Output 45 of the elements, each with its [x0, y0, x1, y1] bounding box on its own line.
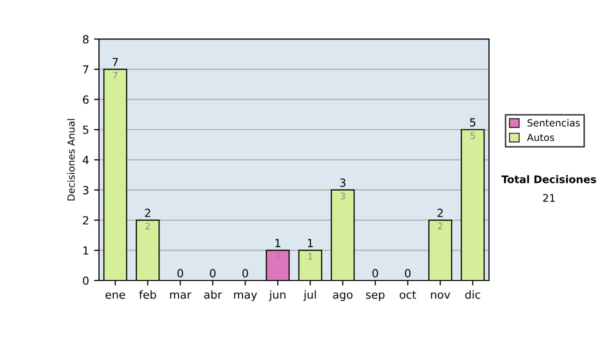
- total-label: 2: [145, 208, 150, 217]
- y-tick-label: 6: [82, 95, 89, 104]
- x-tick-label: mar: [170, 292, 192, 299]
- total-label: 0: [177, 269, 184, 278]
- data-label: 1: [308, 253, 312, 260]
- y-tick-label: 3: [83, 186, 88, 194]
- y-tick-label: 2: [83, 216, 88, 224]
- x-tick-label: abr: [204, 290, 222, 299]
- x-tick-label: may: [234, 292, 258, 301]
- text: Total Decisiones: [501, 175, 596, 184]
- total-label: 0: [242, 269, 248, 278]
- y-tick-label: 8: [82, 35, 89, 44]
- data-label: 1: [276, 253, 280, 260]
- y-tick-label: 4: [82, 156, 89, 164]
- y-tick-label: 7: [83, 65, 88, 74]
- data-label: 7: [113, 72, 118, 79]
- legend-label: Autos: [527, 134, 554, 142]
- x-tick-label: feb: [139, 290, 156, 299]
- total-label: 2: [438, 208, 443, 217]
- legend-label: Sentencias: [528, 118, 580, 127]
- total-label: 3: [340, 178, 346, 187]
- x-tick-label: sep: [366, 292, 384, 301]
- x-tick-label: nov: [431, 292, 450, 299]
- y-tick-label: 0: [82, 276, 89, 285]
- data-label: 3: [340, 192, 345, 200]
- total-label: 1: [308, 239, 313, 248]
- x-tick-label: dic: [465, 290, 480, 299]
- y-axis-title: Decisiones Anual: [67, 119, 75, 200]
- x-tick-label: jun: [268, 290, 286, 301]
- y-tick-label: 1: [83, 246, 88, 255]
- total-label: 7: [112, 58, 118, 66]
- x-tick-label: ago: [333, 292, 352, 301]
- total-label: 0: [372, 269, 378, 278]
- y-tick-label: 5: [83, 126, 88, 134]
- total-label: 0: [210, 269, 216, 278]
- text: 21: [543, 194, 555, 202]
- x-tick-label: ene: [106, 292, 126, 299]
- total-label: 1: [275, 239, 280, 248]
- x-tick-label: oct: [400, 290, 416, 299]
- total-label: 0: [404, 269, 411, 278]
- x-tick-label: jul: [303, 290, 316, 301]
- data-label: 5: [470, 132, 475, 140]
- data-label: 2: [146, 222, 150, 230]
- total-label: 5: [470, 118, 476, 127]
- data-label: 2: [438, 222, 442, 230]
